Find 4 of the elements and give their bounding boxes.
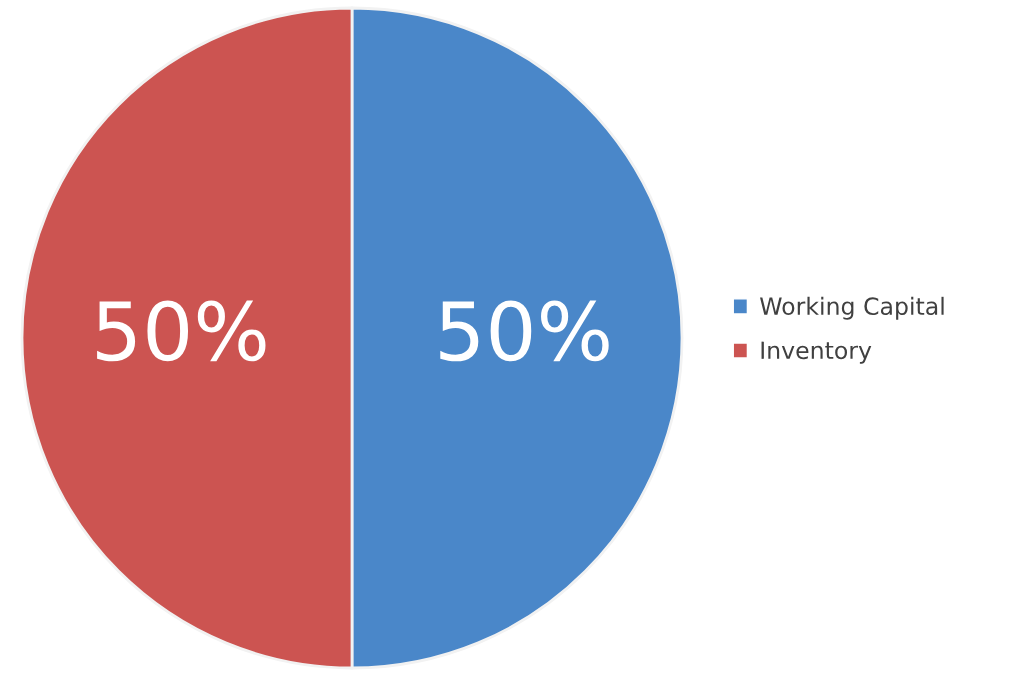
- legend-label: Working Capital: [760, 296, 944, 320]
- data-label: 50%: [440, 300, 609, 362]
- legend-label: Inventory: [761, 341, 872, 364]
- data-label: 50%: [97, 300, 266, 362]
